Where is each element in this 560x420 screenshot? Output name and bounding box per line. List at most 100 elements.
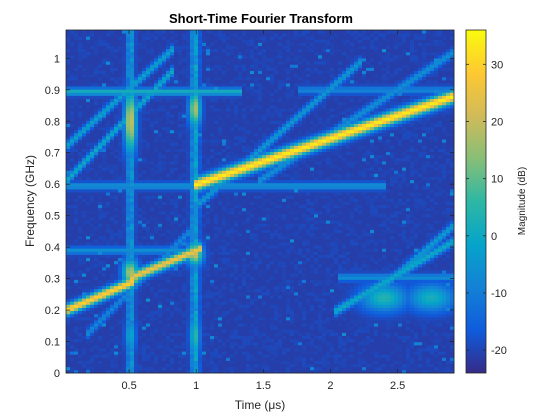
heatmap-cell (158, 313, 163, 318)
heatmap-cell (130, 160, 135, 165)
heatmap-cell (174, 332, 179, 336)
heatmap-cell (122, 48, 127, 53)
heatmap-cell (138, 310, 143, 315)
heatmap-cell (102, 45, 107, 50)
heatmap-cell (170, 307, 175, 312)
heatmap-cell (130, 213, 135, 218)
heatmap-cell (98, 223, 103, 227)
heatmap-cell (90, 189, 95, 193)
heatmap-cell (126, 95, 131, 99)
heatmap-cell (234, 323, 239, 327)
heatmap-cell (66, 332, 71, 336)
heatmap-cell (218, 319, 223, 324)
heatmap-cell (178, 167, 183, 171)
heatmap-cell (222, 232, 227, 237)
heatmap-cell (202, 89, 207, 93)
heatmap-cell (246, 242, 251, 246)
heatmap-cell (158, 288, 163, 293)
heatmap-cell (194, 260, 199, 265)
heatmap-cell (174, 201, 179, 206)
heatmap-cell (234, 366, 239, 371)
heatmap-cell (126, 30, 131, 34)
heatmap-cell (222, 310, 227, 315)
heatmap-cell (174, 129, 179, 134)
heatmap-cell (106, 45, 111, 50)
heatmap-cell (138, 189, 143, 193)
heatmap-cell (142, 129, 147, 134)
heatmap-cell (142, 332, 147, 336)
heatmap-cell (162, 30, 167, 34)
heatmap-cell (242, 263, 247, 268)
heatmap-cell (198, 86, 203, 90)
heatmap-cell (230, 76, 235, 81)
heatmap-cell (110, 360, 115, 365)
heatmap-cell (170, 357, 175, 361)
heatmap-cell (158, 326, 163, 330)
heatmap-cell (138, 151, 143, 156)
heatmap-cell (118, 329, 123, 333)
heatmap-cell (170, 263, 175, 268)
heatmap-cell (178, 344, 183, 349)
heatmap-cell (82, 160, 87, 165)
heatmap-cell (202, 95, 207, 99)
heatmap-cell (178, 238, 183, 243)
heatmap-cell (106, 192, 111, 196)
heatmap-cell (146, 348, 151, 352)
heatmap-cell (150, 257, 155, 262)
heatmap-cell (214, 307, 219, 312)
heatmap-cell (210, 139, 215, 143)
heatmap-cell (230, 179, 235, 184)
chart-title: Short-Time Fourier Transform (169, 11, 353, 26)
heatmap-cell (82, 338, 87, 343)
heatmap-cell (74, 213, 79, 218)
heatmap-cell (122, 142, 127, 146)
heatmap-cell (90, 160, 95, 165)
heatmap-cell (70, 36, 75, 40)
heatmap-cell (130, 338, 135, 343)
heatmap-cell (186, 101, 191, 106)
heatmap-cell (190, 344, 195, 349)
heatmap-cell (170, 179, 175, 184)
heatmap-cell (78, 67, 83, 71)
heatmap-cell (154, 332, 159, 336)
heatmap-cell (218, 167, 223, 171)
heatmap-cell (66, 51, 71, 56)
heatmap-cell (166, 282, 171, 287)
heatmap-cell (210, 348, 215, 352)
heatmap-cell (78, 126, 83, 131)
heatmap-cell (70, 67, 75, 71)
heatmap-cell (230, 86, 235, 90)
heatmap-cell (78, 220, 83, 224)
heatmap-cell (198, 70, 203, 75)
heatmap-cell (86, 344, 91, 349)
heatmap-cell (66, 348, 71, 352)
heatmap-cell (150, 298, 155, 302)
heatmap-cell (90, 301, 95, 305)
heatmap-cell (218, 107, 223, 112)
heatmap-cell (78, 207, 83, 212)
heatmap-cell (66, 176, 71, 181)
heatmap-cell (170, 139, 175, 143)
heatmap-cell (218, 220, 223, 224)
heatmap-cell (102, 326, 107, 330)
heatmap-cell (222, 42, 227, 46)
heatmap-cell (230, 189, 235, 193)
heatmap-cell (142, 117, 147, 121)
heatmap-cell (146, 167, 151, 171)
heatmap-cell (94, 226, 99, 230)
heatmap-cell (146, 307, 151, 312)
heatmap-cell (174, 33, 179, 37)
heatmap-cell (198, 58, 203, 62)
heatmap-cell (190, 182, 195, 187)
heatmap-cell (130, 176, 135, 181)
heatmap-cell (222, 242, 227, 246)
heatmap-cell (210, 357, 215, 361)
heatmap-cell (178, 235, 183, 240)
heatmap-cell (166, 189, 171, 193)
heatmap-cell (226, 73, 231, 78)
heatmap-cell (170, 363, 175, 368)
heatmap-cell (178, 176, 183, 181)
heatmap-cell (82, 319, 87, 324)
heatmap-cell (74, 332, 79, 336)
heatmap-cell (146, 276, 151, 280)
